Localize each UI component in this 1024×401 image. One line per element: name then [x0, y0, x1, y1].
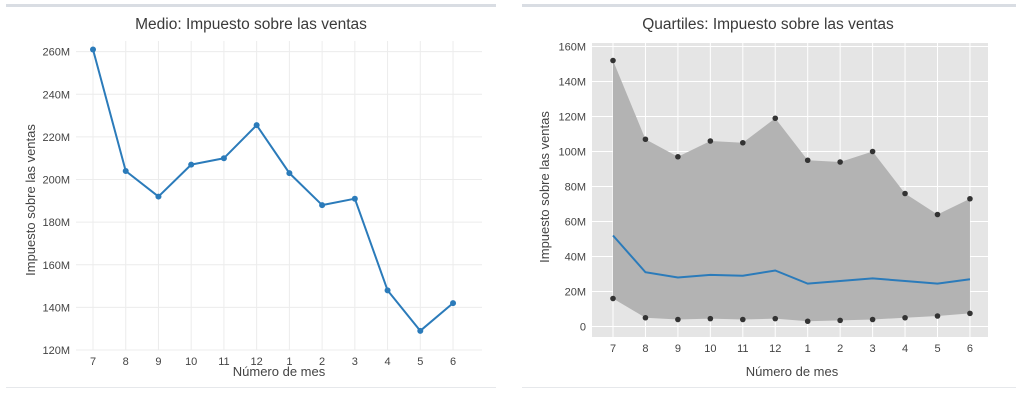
x-tick-label: 9 — [155, 356, 161, 368]
x-tick-label: 6 — [450, 356, 456, 368]
y-tick-label: 20M — [565, 287, 586, 299]
y-tick-label: 140M — [558, 77, 586, 89]
upper-quartile-point — [934, 211, 941, 218]
data-point — [319, 202, 326, 209]
data-point — [90, 46, 96, 53]
y-tick-label: 0 — [580, 322, 586, 334]
lower-quartile-point — [902, 314, 908, 321]
y-tick-label: 120M — [558, 112, 586, 124]
x-tick-label: 2 — [319, 356, 325, 368]
upper-quartile-point — [902, 190, 908, 197]
lower-quartile-point — [707, 315, 714, 322]
lower-quartile-point — [740, 316, 746, 323]
chart-title: Medio: Impuesto sobre las ventas — [135, 16, 367, 33]
y-axis-label: Impuesto sobre las ventas — [23, 124, 38, 276]
x-tick-label: 4 — [902, 343, 908, 355]
upper-quartile-point — [740, 139, 746, 146]
lower-quartile-point — [934, 313, 941, 319]
x-tick-label: 3 — [870, 343, 876, 355]
x-tick-label: 7 — [90, 356, 96, 368]
upper-quartile-point — [707, 138, 714, 144]
x-tick-label: 12 — [769, 343, 781, 355]
data-point — [351, 195, 358, 202]
lower-quartile-point — [675, 316, 681, 323]
chart-title: Quartiles: Impuesto sobre las ventas — [642, 16, 894, 33]
y-axis-label: Impuesto sobre las ventas — [537, 111, 552, 263]
x-tick-label: 1 — [286, 356, 292, 368]
x-tick-label: 4 — [385, 356, 391, 368]
lower-quartile-point — [967, 310, 973, 317]
x-tick-label: 12 — [251, 356, 263, 368]
upper-quartile-point — [772, 115, 779, 122]
data-point — [220, 155, 227, 162]
data-point — [253, 122, 260, 129]
y-tick-label: 140M — [42, 302, 70, 314]
median-series-line — [612, 234, 971, 285]
x-tick-label: 1 — [805, 343, 811, 355]
y-tick-label: 100M — [558, 147, 586, 159]
lower-quartile-point — [804, 318, 811, 325]
data-point — [188, 161, 195, 168]
x-tick-label: 10 — [704, 343, 716, 355]
quartiles-chart: Quartiles: Impuesto sobre las ventas Núm… — [537, 16, 988, 379]
upper-quartile-point — [869, 148, 876, 155]
y-tick-label: 180M — [42, 217, 70, 229]
x-tick-label: 7 — [610, 343, 616, 355]
x-axis-label: Número de mes — [233, 364, 326, 379]
y-tick-label: 200M — [42, 175, 70, 187]
x-tick-label: 8 — [123, 356, 129, 368]
data-point — [417, 327, 424, 334]
y-tick-label: 120M — [42, 345, 70, 357]
x-tick-label: 11 — [737, 343, 748, 355]
y-tick-label: 240M — [42, 89, 70, 101]
x-tick-label: 9 — [675, 343, 681, 355]
y-tick-label: 60M — [565, 217, 586, 229]
upper-quartile-point — [967, 195, 973, 202]
x-tick-label: 2 — [837, 343, 843, 355]
x-axis-label: Número de mes — [746, 364, 839, 379]
upper-quartile-point — [804, 157, 811, 164]
x-tick-label: 6 — [967, 343, 973, 355]
lower-quartile-point — [610, 295, 616, 302]
x-tick-label: 3 — [352, 356, 358, 368]
quartile-band — [613, 60, 970, 322]
data-point — [384, 287, 391, 294]
lower-quartile-point — [869, 316, 876, 323]
data-point — [122, 167, 129, 174]
y-tick-label: 160M — [42, 260, 70, 272]
upper-quartile-point — [675, 153, 681, 160]
data-point — [286, 170, 293, 177]
y-tick-label: 220M — [42, 132, 70, 144]
data-point — [155, 193, 162, 200]
data-point — [450, 300, 457, 307]
y-tick-label: 160M — [558, 42, 586, 54]
x-tick-label: 10 — [185, 356, 197, 368]
mean-series-line — [92, 49, 454, 332]
y-tick-label: 260M — [42, 47, 70, 59]
x-tick-label: 5 — [417, 356, 423, 368]
x-tick-label: 5 — [934, 343, 940, 355]
y-tick-label: 40M — [565, 252, 586, 264]
lower-quartile-point — [837, 317, 843, 324]
upper-quartile-point — [837, 159, 843, 165]
mean-chart: Medio: Impuesto sobre las ventas Número … — [23, 16, 482, 379]
x-tick-label: 11 — [218, 356, 229, 368]
upper-quartile-point — [610, 57, 616, 64]
lower-quartile-point — [772, 315, 779, 322]
y-tick-label: 80M — [565, 182, 586, 194]
lower-quartile-point — [642, 314, 649, 321]
x-tick-label: 8 — [642, 343, 648, 355]
upper-quartile-point — [642, 136, 649, 143]
